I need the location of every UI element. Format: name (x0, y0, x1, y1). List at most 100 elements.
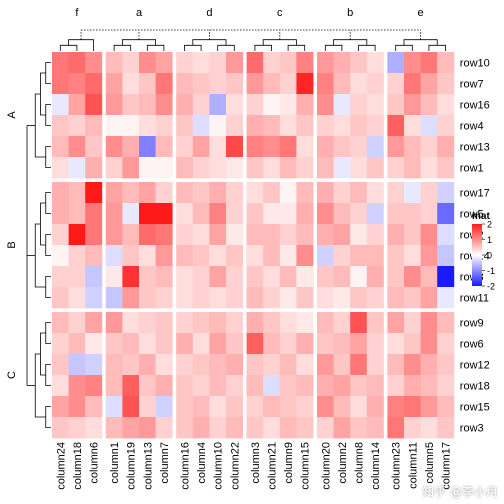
heatmap-cell (85, 182, 103, 204)
heatmap-cell (296, 287, 314, 309)
heatmap-cell (366, 266, 384, 288)
dendrogram-branch (403, 39, 438, 46)
heatmap-cell (105, 354, 123, 376)
heatmap-cell (437, 73, 455, 95)
heatmap-cell (226, 136, 243, 158)
heatmap-cell (176, 333, 194, 355)
heatmap-cell (296, 157, 314, 179)
heatmap-cell (105, 333, 123, 355)
column-label: column4 (196, 442, 208, 484)
heatmap-cell (279, 115, 297, 137)
heatmap-cell (420, 287, 438, 309)
heatmap-cell (105, 245, 123, 267)
heatmap-cell (246, 94, 264, 116)
heatmap-cell (192, 224, 210, 246)
heatmap-cell (296, 115, 314, 137)
heatmap-cell (279, 182, 297, 204)
heatmap-cell (139, 312, 156, 334)
heatmap-cell (333, 287, 351, 309)
heatmap-cell (420, 115, 438, 137)
heatmap-cell (404, 375, 421, 397)
column-label: column6 (89, 442, 101, 484)
column-group-label: c (277, 7, 283, 19)
heatmap-cell (296, 396, 314, 418)
row-label: row15 (460, 402, 490, 414)
heatmap-cell (317, 73, 334, 95)
heatmap-cell (333, 136, 351, 158)
dendrogram-branch (184, 44, 202, 51)
heatmap-cell (366, 52, 384, 74)
heatmap-cell (192, 94, 210, 116)
heatmap-cell (155, 73, 173, 95)
row-label: row5 (460, 209, 484, 221)
heatmap-cell (52, 266, 69, 288)
heatmap-cell (279, 266, 297, 288)
column-label: column13 (142, 442, 154, 490)
heatmap-cell (437, 354, 455, 376)
column-label: column2 (337, 442, 349, 484)
dendrogram-branch (45, 406, 51, 428)
heatmap-cell (333, 266, 351, 288)
heatmap-cell (139, 203, 156, 225)
heatmap-cell (350, 94, 368, 116)
heatmap-cell (122, 245, 140, 267)
heatmap-cell (296, 354, 314, 376)
heatmap-cell (263, 312, 281, 334)
heatmap-cell (68, 417, 86, 439)
heatmap-cell (437, 115, 455, 137)
heatmap-cell (366, 224, 384, 246)
heatmap-cell (68, 312, 86, 334)
row-label: row11 (460, 293, 489, 305)
heatmap-cell (366, 333, 384, 355)
heatmap-cell (279, 396, 297, 418)
heatmap-cell (263, 136, 281, 158)
column-label: column3 (250, 442, 262, 484)
column-label: column19 (126, 442, 138, 490)
heatmap-cell (350, 136, 368, 158)
heatmap-cell (279, 136, 297, 158)
heatmap-cell (263, 52, 281, 74)
heatmap-cell (317, 224, 334, 246)
heatmap-cell (404, 333, 421, 355)
heatmap-cell (155, 245, 173, 267)
heatmap-cell (68, 94, 86, 116)
heatmap-cell (176, 115, 194, 137)
legend-color-bar (472, 224, 482, 286)
heatmap-cell (387, 182, 405, 204)
heatmap-cell (52, 396, 69, 418)
heatmap-cell (263, 224, 281, 246)
heatmap-cell (246, 333, 264, 355)
heatmap-cell (246, 245, 264, 267)
heatmap-cell (85, 157, 103, 179)
heatmap-cell (246, 73, 264, 95)
heatmap-cell (68, 375, 86, 397)
column-labels: column24 column18 column6 column1 column19 co… (55, 442, 452, 490)
heatmap-cell (192, 245, 210, 267)
heatmap-cell (263, 333, 281, 355)
heatmap-cell (209, 224, 227, 246)
heatmap-cell (155, 224, 173, 246)
heatmap-cell (209, 245, 227, 267)
heatmap-cell (139, 182, 156, 204)
heatmap-cell (105, 52, 123, 74)
heatmap-cell (317, 312, 334, 334)
heatmap-cell (122, 417, 140, 439)
dendrogram-branch (113, 44, 132, 51)
heatmap-cell (246, 354, 264, 376)
dendrogram-branch (146, 44, 165, 51)
heatmap-cell (192, 157, 210, 179)
row-labels: row10row7row16row4row13row1row17row5row2… (460, 58, 490, 435)
heatmap-cell (437, 157, 455, 179)
heatmap-cell (387, 224, 405, 246)
heatmap-cell (263, 115, 281, 137)
heatmap-cell (226, 52, 243, 74)
heatmap-cell (52, 417, 69, 439)
heatmap-cell (404, 115, 421, 137)
heatmap-cell (366, 94, 384, 116)
heatmap-cell (263, 396, 281, 418)
heatmap-cell (350, 287, 368, 309)
heatmap-cell (420, 312, 438, 334)
dendrogram-branch (287, 44, 306, 51)
heatmap-cell (139, 94, 156, 116)
heatmap-cell (155, 354, 173, 376)
